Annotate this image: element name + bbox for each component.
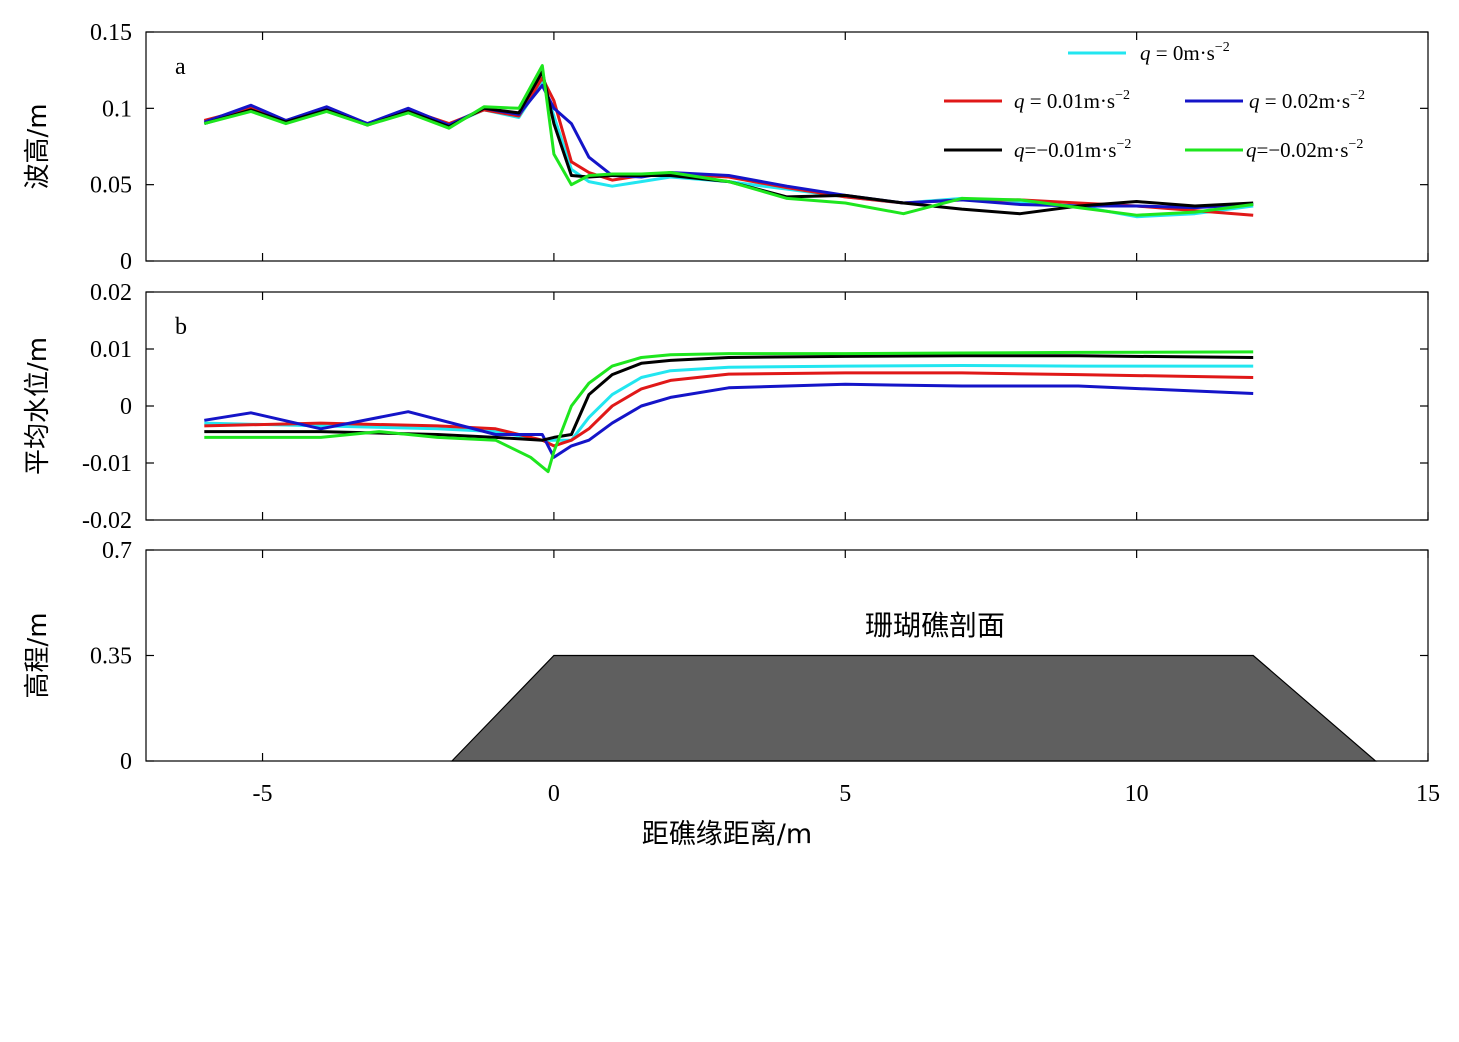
panel-letter: b xyxy=(175,314,187,340)
panel-b: -0.02 -0.01 0 0.01 0.02 平均水位/m b xyxy=(23,280,1429,534)
y-tick-label: 0.7 xyxy=(102,538,132,564)
panel-letter: a xyxy=(175,54,186,80)
legend-entry: q = 0m·s−2 xyxy=(1140,40,1230,65)
series-line-q--0-02 xyxy=(203,64,1254,217)
x-axis-label: 距礁缘距离/m xyxy=(642,819,812,850)
series-line-q-0-01 xyxy=(204,371,1254,448)
legend-label: = 0m·s xyxy=(1151,41,1215,65)
reef-annotation: 珊瑚礁剖面 xyxy=(865,609,1005,642)
y-tick-label: 0 xyxy=(120,394,132,420)
y-axis-label: 高程/m xyxy=(23,612,53,698)
legend-superscript: −2 xyxy=(1115,88,1130,103)
reef-profile-shape xyxy=(450,654,1378,762)
legend-variable: q xyxy=(1014,138,1025,162)
legend-entry: q=−0.01m·s−2 xyxy=(1014,137,1131,162)
y-tick-label: 0.1 xyxy=(102,96,132,122)
y-tick-label: 0.01 xyxy=(90,337,132,363)
series-line-q-0-02 xyxy=(203,83,1254,210)
legend-label: =−0.01m·s xyxy=(1025,138,1117,162)
y-tick-label: 0.05 xyxy=(90,173,132,199)
legend-variable: q xyxy=(1140,41,1151,65)
x-tick-label: 15 xyxy=(1416,781,1440,807)
y-tick-label: -0.02 xyxy=(82,508,132,534)
legend-label: = 0.02m·s xyxy=(1260,89,1351,113)
x-tick-label: 5 xyxy=(839,781,851,807)
x-tick-label: 0 xyxy=(548,781,560,807)
legend-entry: q = 0.01m·s−2 xyxy=(1014,88,1130,113)
legend-superscript: −2 xyxy=(1348,137,1363,152)
legend-variable: q xyxy=(1249,89,1260,113)
series-line-q-0 xyxy=(204,364,1254,442)
legend-label: = 0.01m·s xyxy=(1025,89,1116,113)
legend-label: =−0.02m·s xyxy=(1257,138,1349,162)
x-tick-label: -5 xyxy=(253,781,273,807)
series-line-q-0-02 xyxy=(204,382,1254,459)
y-tick-label: 0 xyxy=(120,249,132,275)
legend-entry: q=−0.02m·s−2 xyxy=(1246,137,1363,162)
y-tick-label: 0.35 xyxy=(90,644,132,670)
y-tick-label: 0 xyxy=(120,749,132,775)
y-tick-label: 0.15 xyxy=(90,20,132,46)
legend-variable: q xyxy=(1246,138,1257,162)
legend-superscript: −2 xyxy=(1215,40,1230,55)
axes-frame xyxy=(145,31,1429,262)
legend-superscript: −2 xyxy=(1350,88,1365,103)
axes-frame xyxy=(145,291,1429,521)
legend-superscript: −2 xyxy=(1116,137,1131,152)
series-line-q--0-01 xyxy=(204,354,1254,442)
series-line-q--0-02 xyxy=(204,350,1254,474)
y-axis-label: 平均水位/m xyxy=(23,337,53,475)
legend-entry: q = 0.02m·s−2 xyxy=(1249,88,1365,113)
legend: q = 0m·s−2q = 0.01m·s−2 q = 0.02m·s−2q=−0… xyxy=(944,40,1365,162)
legend-variable: q xyxy=(1014,89,1025,113)
y-tick-label: -0.01 xyxy=(82,451,132,477)
y-tick-label: 0.02 xyxy=(90,280,132,306)
y-axis-label: 波高/m xyxy=(23,103,53,189)
x-tick-label: 10 xyxy=(1125,781,1149,807)
